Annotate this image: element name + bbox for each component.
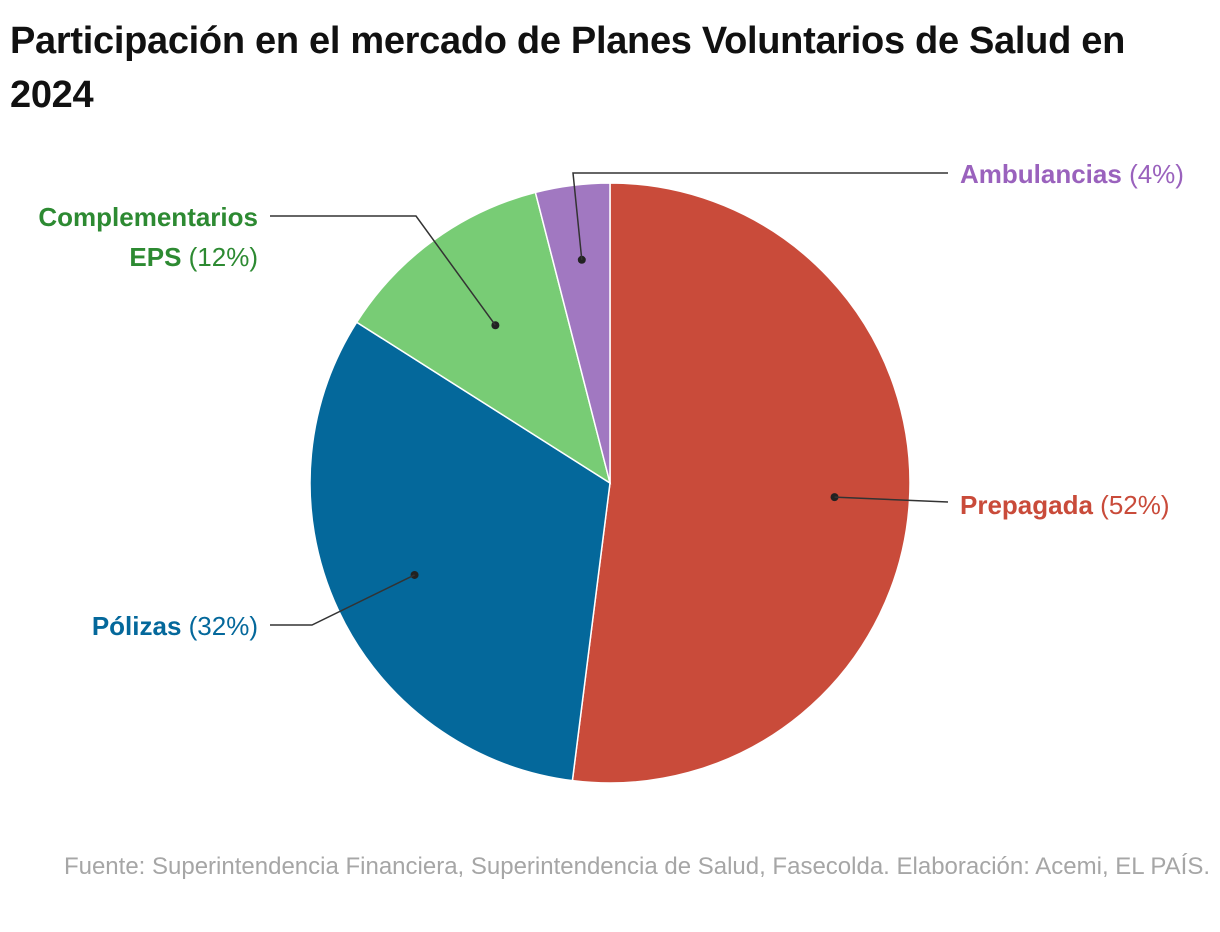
leader-line-polizas <box>270 574 415 626</box>
source-note: Fuente: Superintendencia Financiera, Sup… <box>63 853 1210 880</box>
label-ambulancias: Ambulancias (4%) <box>960 159 1184 189</box>
label-complementarios-eps: Complementarios EPS (12%) <box>38 202 258 272</box>
chart-title: Participación en el mercado de Planes Vo… <box>10 20 1126 116</box>
leader-line-ambulancias <box>572 172 948 260</box>
slice-labels: Prepagada (52%) Pólizas (32%) Complementar… <box>38 159 1184 641</box>
label-polizas: Pólizas (32%) <box>92 611 258 641</box>
slice-ambulancias <box>534 182 611 484</box>
label-prepagada: Prepagada (52%) <box>960 490 1170 520</box>
slice-prepagada <box>571 182 911 784</box>
leader-line-complementarios-eps <box>270 215 496 326</box>
leader-lines <box>270 172 949 626</box>
slice-polizas <box>309 321 611 782</box>
pie-slices <box>309 182 911 784</box>
leader-line-prepagada <box>834 496 949 503</box>
